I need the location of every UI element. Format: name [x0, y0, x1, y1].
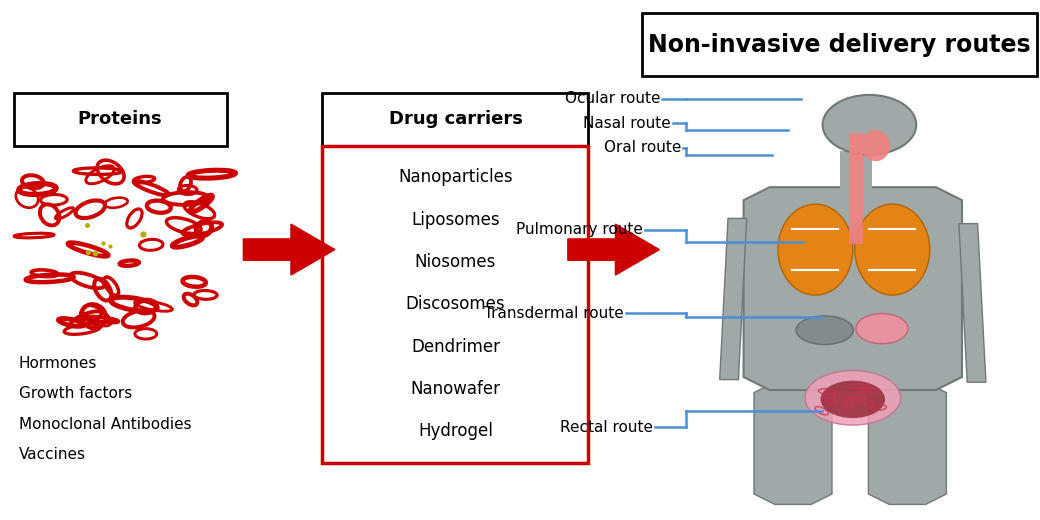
FancyBboxPatch shape [14, 93, 227, 146]
Ellipse shape [821, 381, 885, 418]
Ellipse shape [823, 95, 916, 155]
FancyBboxPatch shape [322, 146, 588, 463]
Text: Dendrimer: Dendrimer [411, 337, 500, 356]
Polygon shape [744, 187, 962, 390]
Ellipse shape [778, 204, 853, 295]
Text: Rectal route: Rectal route [561, 420, 653, 435]
Text: Nanowafer: Nanowafer [411, 380, 500, 398]
Bar [840, 151, 872, 192]
Text: Hormones: Hormones [19, 356, 97, 371]
Polygon shape [568, 224, 659, 275]
Text: Non-invasive delivery routes: Non-invasive delivery routes [648, 33, 1031, 57]
Bar [849, 133, 863, 244]
Polygon shape [754, 382, 832, 504]
Text: Drug carriers: Drug carriers [389, 110, 522, 128]
Text: Nanoparticles: Nanoparticles [398, 168, 513, 186]
Ellipse shape [797, 316, 854, 345]
Ellipse shape [861, 130, 890, 161]
Polygon shape [868, 382, 946, 504]
Text: Liposomes: Liposomes [411, 211, 500, 228]
Text: Growth factors: Growth factors [19, 386, 132, 401]
Ellipse shape [855, 204, 930, 295]
Text: Proteins: Proteins [77, 110, 162, 128]
Text: Oral route: Oral route [604, 140, 681, 155]
Text: Vaccines: Vaccines [19, 447, 85, 462]
Text: Monoclonal Antibodies: Monoclonal Antibodies [19, 417, 191, 432]
Polygon shape [720, 218, 747, 380]
Text: Pulmonary route: Pulmonary route [516, 223, 643, 237]
Polygon shape [959, 224, 986, 382]
Text: Ocular route: Ocular route [565, 92, 660, 106]
Text: Nasal route: Nasal route [583, 116, 671, 131]
Ellipse shape [856, 314, 908, 344]
FancyBboxPatch shape [642, 13, 1037, 76]
Text: Discosomes: Discosomes [406, 295, 505, 313]
Text: Transdermal route: Transdermal route [485, 306, 624, 320]
Text: Niosomes: Niosomes [415, 253, 496, 271]
Ellipse shape [805, 370, 901, 425]
Polygon shape [243, 224, 335, 275]
Text: Hydrogel: Hydrogel [418, 422, 493, 440]
FancyBboxPatch shape [322, 93, 588, 146]
